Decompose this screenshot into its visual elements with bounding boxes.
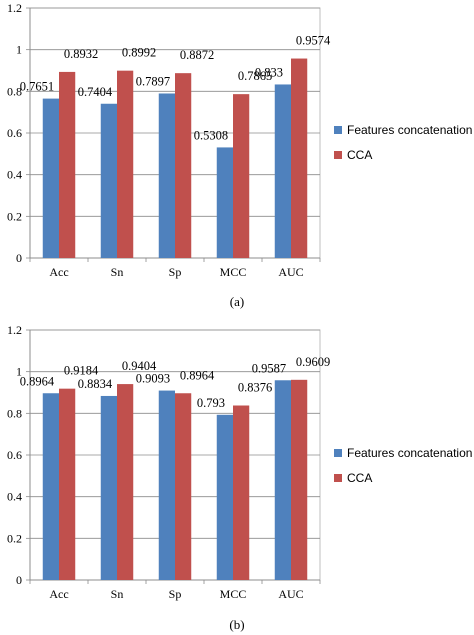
- chart-a-ytick-label: 0.6: [7, 126, 22, 140]
- chart-a-legend-label: CCA: [347, 148, 372, 162]
- chart-a-bar-cca-acc: [59, 71, 76, 259]
- chart-b-legend-swatch: [334, 474, 342, 482]
- chart-a-category-label: Sp: [169, 265, 182, 279]
- chart-a-bar-cca-sp: [175, 73, 192, 259]
- chart-a-bar-cca-sn: [117, 70, 134, 259]
- chart-b-data-label: 0.9184: [64, 364, 99, 378]
- chart-b: 0 0.2 0.4 0.6 0.8 1 1.2 0.8964 0.9184 Acc 0.8834 0.…: [0, 318, 474, 618]
- chart-a-bar-features-concatenation-sn: [100, 103, 117, 258]
- chart-b-data-label: 0.793: [197, 396, 225, 410]
- chart-a-caption: (a): [229, 294, 245, 309]
- chart-b-category-label: Acc: [49, 587, 68, 601]
- chart-b-ytick-label: 0.6: [7, 448, 22, 462]
- chart-b-ytick-label: 0.8: [7, 406, 22, 420]
- chart-a-data-label: 0.7897: [136, 74, 170, 88]
- chart-b-bar-features-concatenation-mcc: [216, 414, 233, 580]
- chart-a-ytick-label: 0: [16, 251, 22, 265]
- chart-a-data-label: 0.7651: [20, 80, 54, 94]
- chart-b-category-label: MCC: [220, 587, 247, 601]
- chart-a-ytick-label: 1.2: [7, 1, 22, 15]
- chart-a-ytick-label: 1: [16, 43, 22, 57]
- chart-b-ytick-label: 1.2: [7, 323, 22, 337]
- chart-b-svg: 0 0.2 0.4 0.6 0.8 1 1.2 0.8964 0.9184 Acc 0.8834 0.…: [7, 323, 472, 601]
- chart-b-bar-cca-acc: [59, 388, 76, 580]
- chart-a-data-label: 0.7865: [238, 69, 272, 83]
- chart-b-bar-cca-sp: [175, 393, 192, 580]
- chart-a-legend-swatch: [334, 151, 342, 159]
- chart-b-legend-label: Features concatenation: [347, 446, 472, 460]
- chart-b-bar-cca-mcc: [233, 405, 250, 580]
- chart-b-ytick-label: 0.4: [7, 490, 22, 504]
- chart-b-bar-features-concatenation-sp: [158, 390, 175, 580]
- chart-b-legend-label: CCA: [347, 471, 372, 485]
- chart-a-data-label: 0.9574: [296, 34, 331, 48]
- chart-b-ytick-label: 0: [16, 573, 22, 587]
- chart-b-data-label: 0.8834: [78, 377, 113, 391]
- chart-a-category-label: MCC: [220, 265, 247, 279]
- chart-a-data-label: 0.8932: [64, 47, 98, 61]
- chart-a-ytick-label: 0.4: [7, 168, 22, 182]
- chart-a-data-label: 0.8872: [180, 48, 214, 62]
- chart-b-data-label: 0.9587: [252, 361, 286, 375]
- chart-b-category-label: Sn: [111, 587, 124, 601]
- chart-a-bar-cca-auc: [291, 58, 308, 258]
- chart-b-data-label: 0.8964: [180, 368, 215, 382]
- chart-a-category-label: Acc: [49, 265, 68, 279]
- chart-a-data-label: 0.5308: [194, 128, 228, 142]
- chart-b-bar-features-concatenation-acc: [42, 393, 59, 580]
- chart-b-bar-cca-auc: [291, 379, 308, 580]
- chart-a-bar-cca-mcc: [233, 94, 250, 258]
- chart-a-bar-features-concatenation-sp: [158, 93, 175, 259]
- chart-b-bar-features-concatenation-auc: [274, 380, 291, 580]
- chart-b-data-label: 0.8376: [238, 381, 272, 395]
- chart-a-legend-label: Features concatenation: [347, 123, 472, 137]
- chart-b-category-label: AUC: [278, 587, 303, 601]
- chart-a-bar-features-concatenation-auc: [274, 84, 291, 258]
- chart-a-bar-features-concatenation-mcc: [216, 147, 233, 258]
- chart-a-data-label: 0.7404: [78, 85, 113, 99]
- chart-b-ytick-label: 0.2: [7, 531, 22, 545]
- chart-b-bar-features-concatenation-sn: [100, 395, 117, 580]
- chart-b-data-label: 0.9404: [122, 359, 157, 373]
- chart-b-bar-cca-sn: [117, 384, 134, 580]
- chart-b-category-label: Sp: [169, 587, 182, 601]
- chart-a-svg: 0 0.2 0.4 0.6 0.8 1 1.2 0.7651 0.8932 Acc 0.7404 0.…: [7, 1, 472, 279]
- chart-a-legend-swatch: [334, 126, 342, 134]
- chart-a-category-label: AUC: [278, 265, 303, 279]
- chart-a-data-label: 0.8992: [122, 46, 156, 60]
- chart-a-ytick-label: 0.8: [7, 84, 22, 98]
- chart-a-bar-features-concatenation-acc: [42, 98, 59, 259]
- chart-b-caption: (b): [229, 617, 245, 632]
- chart-b-ytick-label: 1: [16, 365, 22, 379]
- chart-b-data-label: 0.9093: [136, 372, 170, 386]
- chart-b-legend-swatch: [334, 449, 342, 457]
- chart-a-ytick-label: 0.2: [7, 209, 22, 223]
- chart-b-data-label: 0.8964: [20, 374, 55, 388]
- chart-a: 0 0.2 0.4 0.6 0.8 1 1.2 0.7651 0.8932 Acc 0.7404 0.…: [0, 0, 474, 300]
- chart-a-data-label: 0.833: [255, 65, 283, 79]
- chart-a-category-label: Sn: [111, 265, 124, 279]
- chart-b-data-label: 0.9609: [296, 355, 330, 369]
